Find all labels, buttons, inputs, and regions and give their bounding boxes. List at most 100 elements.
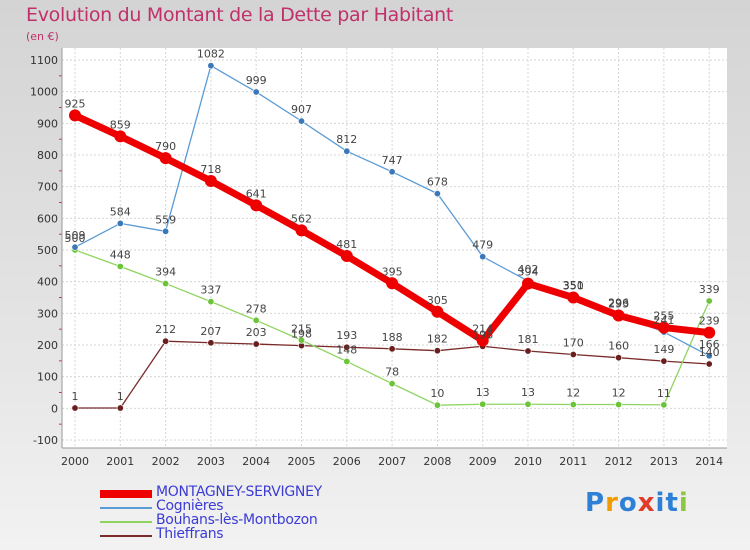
y-tick-label: 200: [37, 339, 58, 352]
data-point: [116, 404, 124, 412]
data-label: 255: [653, 310, 674, 323]
data-point: [660, 401, 668, 409]
data-point: [479, 400, 487, 408]
data-point: [252, 88, 260, 96]
x-tick-label: 2006: [333, 455, 361, 468]
data-label: 140: [699, 346, 720, 359]
x-tick-label: 2005: [288, 455, 316, 468]
data-label: 182: [427, 333, 448, 346]
data-label: 166: [699, 338, 720, 351]
data-label: 812: [336, 133, 357, 146]
data-point: [703, 326, 716, 339]
logo-letter: i: [655, 488, 666, 518]
data-label: 160: [608, 340, 629, 353]
data-label: 170: [563, 337, 584, 350]
data-label: 305: [427, 294, 448, 307]
data-label: 584: [110, 205, 131, 218]
x-tick-label: 2007: [378, 455, 406, 468]
data-point: [433, 401, 441, 409]
data-label: 1: [72, 390, 79, 403]
data-label: 214: [472, 323, 493, 336]
data-point: [615, 401, 623, 409]
data-label: 149: [653, 343, 674, 356]
data-point: [522, 277, 534, 290]
y-tick-label: 1100: [30, 54, 58, 67]
y-tick-label: 700: [37, 181, 58, 194]
data-point: [705, 360, 713, 368]
data-label: 479: [472, 239, 493, 252]
legend-swatch: [100, 535, 152, 537]
data-label: 448: [110, 248, 131, 261]
data-point: [162, 227, 170, 235]
data-label: 12: [566, 387, 580, 400]
data-label: 1: [117, 390, 124, 403]
data-label: 747: [382, 154, 403, 167]
data-point: [207, 62, 215, 70]
legend-label: Cognières: [156, 498, 224, 514]
data-point: [615, 354, 623, 362]
data-label: 188: [382, 331, 403, 344]
data-label: 239: [699, 315, 720, 328]
y-tick-label: -100: [33, 434, 58, 447]
data-point: [431, 305, 444, 318]
data-label: 78: [385, 366, 399, 379]
data-label: 296: [608, 297, 629, 310]
data-label: 350: [563, 280, 584, 293]
data-label: 337: [200, 284, 221, 297]
y-tick-label: 100: [37, 371, 58, 384]
data-label: 790: [155, 140, 176, 153]
data-point: [479, 253, 487, 261]
data-label: 925: [65, 97, 86, 110]
logo-letter: r: [605, 488, 619, 518]
data-label: 339: [699, 283, 720, 296]
data-point: [159, 152, 172, 165]
data-label: 12: [612, 387, 626, 400]
data-point: [114, 130, 127, 143]
data-point: [388, 168, 396, 176]
plot-area: [62, 48, 727, 448]
x-tick-label: 2001: [106, 455, 134, 468]
data-label: 207: [200, 325, 221, 338]
data-label: 394: [518, 266, 539, 279]
data-point: [388, 345, 396, 353]
legend-label: Thieffrans: [156, 526, 224, 542]
data-label: 10: [430, 387, 444, 400]
data-label: 907: [291, 103, 312, 116]
data-label: 999: [246, 74, 267, 87]
data-point: [252, 340, 260, 348]
data-point: [162, 280, 170, 288]
data-point: [295, 224, 308, 237]
y-tick-label: 500: [37, 244, 58, 257]
x-tick-label: 2013: [650, 455, 678, 468]
data-label: 859: [110, 118, 131, 131]
data-label: 500: [65, 232, 86, 245]
data-point: [567, 291, 580, 304]
data-point: [433, 347, 441, 355]
data-point: [388, 380, 396, 388]
data-label: 559: [155, 213, 176, 226]
data-label: 241: [653, 314, 674, 327]
x-tick-label: 2002: [152, 455, 180, 468]
data-point: [162, 337, 170, 345]
x-tick-label: 2000: [61, 455, 89, 468]
data-point: [116, 219, 124, 227]
data-point: [433, 190, 441, 198]
data-point: [612, 309, 625, 322]
x-tick-label: 2012: [605, 455, 633, 468]
data-label: 402: [518, 263, 539, 276]
data-label: 718: [200, 163, 221, 176]
data-point: [207, 339, 215, 347]
data-point: [343, 147, 351, 155]
data-label: 181: [518, 333, 539, 346]
data-point: [297, 117, 305, 125]
y-tick-label: 800: [37, 149, 58, 162]
data-point: [252, 316, 260, 324]
data-point: [569, 401, 577, 409]
data-label: 293: [608, 298, 629, 311]
data-point: [71, 243, 79, 251]
legend-swatch: [100, 521, 152, 523]
data-point: [657, 321, 670, 334]
data-point: [705, 297, 713, 305]
data-point: [340, 250, 353, 263]
